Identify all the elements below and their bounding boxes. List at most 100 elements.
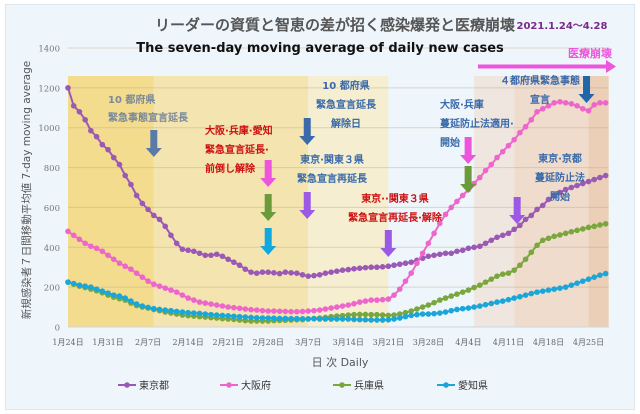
data-point bbox=[271, 308, 277, 314]
y-axis-ticks: 0 200 400 600 800 1000 1200 1400 bbox=[38, 45, 60, 334]
data-point bbox=[597, 174, 603, 181]
data-point bbox=[396, 261, 403, 268]
data-point bbox=[574, 102, 580, 109]
data-point bbox=[551, 192, 557, 199]
data-point bbox=[334, 316, 340, 322]
data-point bbox=[494, 154, 500, 161]
data-point bbox=[597, 100, 603, 106]
data-point bbox=[374, 297, 380, 303]
data-point bbox=[385, 312, 392, 319]
data-point bbox=[425, 240, 432, 247]
data-point bbox=[396, 286, 403, 292]
data-point bbox=[202, 252, 209, 259]
data-point bbox=[477, 282, 483, 288]
data-point bbox=[534, 206, 540, 213]
legend-item[interactable]: 東京都 bbox=[118, 379, 169, 392]
data-point bbox=[105, 146, 111, 153]
data-point bbox=[145, 206, 151, 213]
legend-label: 大阪府 bbox=[241, 379, 271, 392]
data-point bbox=[499, 148, 506, 155]
data-point bbox=[122, 172, 128, 179]
data-point bbox=[168, 307, 174, 314]
data-point bbox=[505, 270, 512, 276]
data-point bbox=[208, 311, 214, 318]
data-point bbox=[602, 172, 609, 179]
x-tick-label: 4月4日 bbox=[455, 338, 481, 347]
data-point bbox=[534, 242, 540, 249]
data-point bbox=[602, 270, 609, 277]
down-arrow-icon bbox=[460, 137, 477, 164]
data-point bbox=[431, 230, 437, 237]
arrow-head bbox=[260, 212, 277, 221]
data-point bbox=[128, 266, 134, 273]
annotation-text: 東京·関東３県 bbox=[300, 153, 364, 166]
data-point bbox=[294, 270, 300, 276]
data-point bbox=[597, 222, 603, 228]
data-point bbox=[185, 309, 191, 316]
arrow-shaft bbox=[464, 137, 472, 156]
data-point bbox=[562, 100, 569, 106]
data-point bbox=[419, 304, 426, 310]
data-point bbox=[408, 259, 415, 266]
annotation-text: 緊急事態宣言延長 bbox=[108, 111, 189, 124]
down-arrow-icon bbox=[145, 130, 162, 157]
data-point bbox=[202, 300, 209, 306]
data-point bbox=[65, 228, 71, 235]
data-point bbox=[93, 286, 100, 292]
arrow-shaft bbox=[583, 76, 591, 95]
data-point bbox=[368, 311, 374, 318]
annotation-text: 10 都府県 bbox=[322, 79, 369, 92]
data-point bbox=[236, 262, 243, 269]
data-point bbox=[408, 270, 415, 276]
annotation-text: 緊急宣言延長 bbox=[316, 98, 377, 111]
data-point bbox=[379, 312, 386, 318]
annotation-text: 蔓延防止法 bbox=[535, 171, 585, 184]
data-point bbox=[522, 216, 529, 223]
data-point bbox=[76, 282, 83, 288]
data-point bbox=[442, 309, 449, 315]
shaded-period bbox=[474, 76, 515, 327]
data-point bbox=[265, 269, 272, 275]
x-tick-label: 1月31日 bbox=[92, 338, 123, 347]
data-point bbox=[231, 313, 237, 320]
series-0 bbox=[65, 85, 609, 279]
legend-marker-icon bbox=[339, 382, 345, 388]
legend-item[interactable]: 愛知県 bbox=[437, 379, 488, 392]
arrow-shaft bbox=[264, 160, 272, 179]
data-point bbox=[339, 267, 346, 274]
data-point bbox=[156, 283, 163, 289]
data-point bbox=[505, 142, 512, 149]
data-point bbox=[328, 316, 334, 322]
data-point bbox=[345, 312, 352, 318]
data-point bbox=[311, 272, 317, 279]
data-point bbox=[488, 276, 495, 282]
data-point bbox=[591, 101, 598, 108]
data-point bbox=[339, 303, 346, 309]
x-tick-label: 3月7日 bbox=[295, 338, 321, 347]
arrow-shaft bbox=[478, 64, 608, 69]
data-point bbox=[93, 245, 100, 252]
x-axis-label: 日 次 Daily bbox=[312, 355, 369, 369]
data-point bbox=[316, 307, 323, 313]
data-point bbox=[419, 250, 426, 257]
legend-item[interactable]: 大阪府 bbox=[220, 379, 271, 392]
data-point bbox=[591, 274, 598, 280]
data-point bbox=[133, 192, 140, 199]
data-point bbox=[568, 184, 575, 191]
data-point bbox=[448, 307, 455, 314]
down-arrow-icon bbox=[260, 160, 277, 187]
data-point bbox=[351, 311, 357, 318]
annotation-text: 大阪·兵庫·愛知 bbox=[205, 124, 273, 137]
data-point bbox=[242, 314, 249, 320]
data-point bbox=[511, 136, 517, 143]
data-point bbox=[431, 252, 437, 259]
data-point bbox=[179, 246, 186, 253]
data-point bbox=[597, 272, 603, 278]
data-point bbox=[362, 317, 369, 323]
data-point bbox=[477, 303, 483, 309]
data-point bbox=[585, 178, 592, 185]
legend-item[interactable]: 兵庫県 bbox=[333, 379, 384, 392]
data-point bbox=[185, 247, 191, 254]
data-point bbox=[316, 316, 323, 322]
data-point bbox=[288, 308, 294, 315]
